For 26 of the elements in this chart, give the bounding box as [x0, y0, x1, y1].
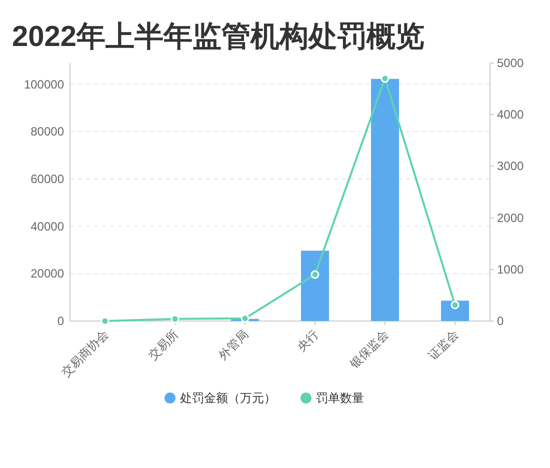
- x-tick-label: 央行: [294, 327, 322, 354]
- point: [450, 300, 460, 310]
- legend-label: 罚单数量: [316, 391, 364, 405]
- y-tick-label: 0: [57, 314, 64, 328]
- y-tick-label: 100000: [24, 77, 64, 92]
- bar: [441, 300, 469, 321]
- y2-tick-label: 3000: [497, 159, 524, 174]
- x-tick-label: 交易所: [146, 327, 182, 363]
- y2-tick-label: 4000: [497, 108, 524, 122]
- x-tick-label: 银保监会: [346, 327, 392, 372]
- y2-tick-label: 2000: [497, 210, 524, 225]
- legend-label: 处罚金额（万元）: [180, 391, 276, 405]
- y-tick-label: 20000: [30, 266, 64, 281]
- y-tick-label: 40000: [30, 219, 64, 234]
- x-tick-label: 证监会: [426, 327, 462, 363]
- bar: [371, 78, 399, 321]
- y-tick-label: 60000: [30, 172, 64, 186]
- y2-tick-label: 5000: [497, 56, 524, 70]
- x-tick-label: 交易商协会: [58, 327, 112, 380]
- x-tick-label: 外管局: [216, 327, 252, 363]
- y2-tick-label: 0: [497, 314, 504, 328]
- y-tick-label: 80000: [30, 124, 64, 139]
- point: [310, 270, 320, 279]
- y2-tick-label: 1000: [497, 262, 524, 276]
- chart-title: 2022年上半年监管机构处罚概览: [12, 21, 425, 53]
- bar: [301, 250, 329, 321]
